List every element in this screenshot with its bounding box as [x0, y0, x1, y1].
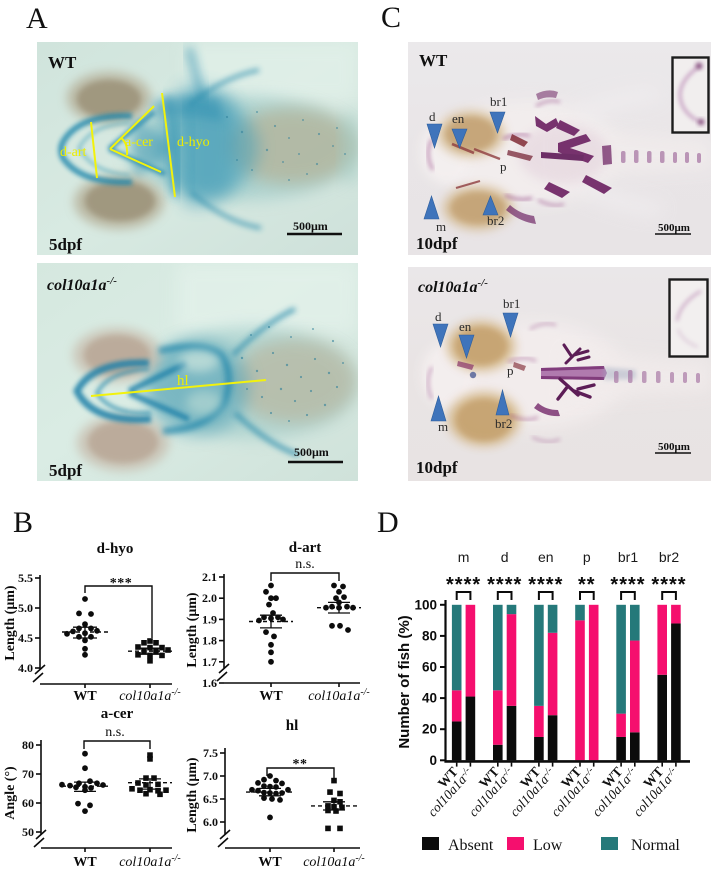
svg-text:m: m: [438, 419, 448, 434]
svg-text:col10a1a-/-: col10a1a-/-: [418, 277, 488, 296]
svg-text:col10a1a-/-: col10a1a-/-: [119, 853, 181, 870]
svg-text:Angle (°): Angle (°): [3, 766, 18, 820]
svg-text:4.5: 4.5: [18, 631, 33, 645]
svg-text:d-art: d-art: [60, 145, 87, 160]
svg-text:0: 0: [429, 753, 437, 768]
svg-text:en: en: [538, 549, 554, 565]
svg-text:WT: WT: [419, 51, 448, 70]
svg-text:d: d: [435, 309, 442, 324]
svg-text:7.0: 7.0: [203, 769, 218, 783]
svg-text:hl: hl: [286, 718, 299, 734]
svg-text:**: **: [578, 574, 596, 596]
svg-text:500μm: 500μm: [293, 219, 328, 233]
svg-text:WT: WT: [73, 689, 97, 704]
svg-text:5dpf: 5dpf: [49, 461, 82, 480]
svg-text:d: d: [429, 109, 436, 124]
svg-text:500μm: 500μm: [658, 222, 690, 234]
svg-text:en: en: [452, 111, 465, 126]
svg-text:br2: br2: [495, 416, 512, 431]
svg-text:col10a1a-/-: col10a1a-/-: [303, 853, 365, 870]
svg-text:1.6: 1.6: [202, 676, 217, 690]
svg-text:60: 60: [22, 796, 34, 810]
svg-text:m: m: [436, 219, 446, 234]
svg-text:WT: WT: [258, 855, 282, 870]
svg-text:Low: Low: [533, 837, 563, 854]
svg-text:WT: WT: [73, 855, 97, 870]
svg-text:n.s.: n.s.: [105, 725, 124, 740]
svg-text:80: 80: [22, 738, 34, 752]
svg-text:5dpf: 5dpf: [49, 235, 82, 254]
svg-text:m: m: [458, 549, 470, 565]
svg-text:Length (μm): Length (μm): [185, 757, 200, 833]
svg-text:Absent: Absent: [448, 837, 494, 854]
svg-text:hl: hl: [177, 373, 189, 389]
svg-text:****: ****: [487, 574, 522, 596]
svg-text:col10a1a-/-: col10a1a-/-: [308, 687, 370, 704]
svg-text:Length (μm): Length (μm): [3, 585, 18, 661]
svg-text:2.1: 2.1: [202, 570, 217, 584]
svg-text:70: 70: [22, 767, 34, 781]
svg-text:en: en: [459, 319, 472, 334]
svg-text:4.0: 4.0: [18, 661, 33, 675]
svg-text:Normal: Normal: [631, 837, 680, 854]
svg-text:****: ****: [528, 574, 563, 596]
svg-text:p: p: [507, 363, 514, 378]
svg-text:1.9: 1.9: [202, 612, 217, 626]
svg-text:d-hyo: d-hyo: [177, 135, 210, 150]
svg-text:6.0: 6.0: [203, 815, 218, 829]
svg-text:****: ****: [610, 574, 645, 596]
svg-text:***: ***: [110, 576, 133, 591]
svg-text:1.7: 1.7: [202, 655, 217, 669]
svg-text:WT: WT: [259, 689, 283, 704]
svg-text:br1: br1: [490, 94, 507, 109]
svg-text:7.5: 7.5: [203, 746, 218, 760]
svg-text:60: 60: [422, 660, 437, 675]
svg-text:br2: br2: [659, 549, 679, 565]
svg-text:100: 100: [414, 597, 437, 612]
svg-text:d-hyo: d-hyo: [97, 541, 134, 557]
svg-text:Number of fish (%): Number of fish (%): [396, 615, 413, 748]
svg-text:40: 40: [422, 691, 437, 706]
svg-text:10dpf: 10dpf: [416, 234, 458, 253]
svg-text:80: 80: [422, 628, 437, 643]
svg-text:br2: br2: [487, 213, 504, 228]
svg-text:a-cer: a-cer: [125, 135, 153, 150]
svg-text:br1: br1: [503, 296, 520, 311]
svg-text:Length (μm): Length (μm): [185, 592, 200, 668]
svg-text:2.0: 2.0: [202, 591, 217, 605]
svg-text:a-cer: a-cer: [101, 706, 134, 722]
svg-text:**: **: [293, 757, 308, 772]
svg-text:WT: WT: [48, 53, 77, 72]
svg-text:n.s.: n.s.: [295, 557, 314, 572]
svg-text:****: ****: [446, 574, 481, 596]
svg-text:10dpf: 10dpf: [416, 458, 458, 477]
svg-text:1.8: 1.8: [202, 634, 217, 648]
svg-text:br1: br1: [618, 549, 638, 565]
svg-text:col10a1a-/-: col10a1a-/-: [47, 275, 117, 294]
svg-text:p: p: [500, 159, 507, 174]
svg-text:col10a1a-/-: col10a1a-/-: [119, 687, 181, 704]
svg-text:50: 50: [22, 825, 34, 839]
svg-text:****: ****: [651, 574, 686, 596]
svg-text:p: p: [583, 549, 591, 565]
svg-text:20: 20: [422, 722, 437, 737]
svg-text:5.0: 5.0: [18, 601, 33, 615]
svg-text:d-art: d-art: [289, 540, 322, 556]
svg-text:5.5: 5.5: [18, 571, 33, 585]
svg-text:500μm: 500μm: [294, 445, 329, 459]
svg-text:500μm: 500μm: [658, 441, 690, 453]
svg-text:6.5: 6.5: [203, 792, 218, 806]
svg-text:d: d: [501, 549, 509, 565]
